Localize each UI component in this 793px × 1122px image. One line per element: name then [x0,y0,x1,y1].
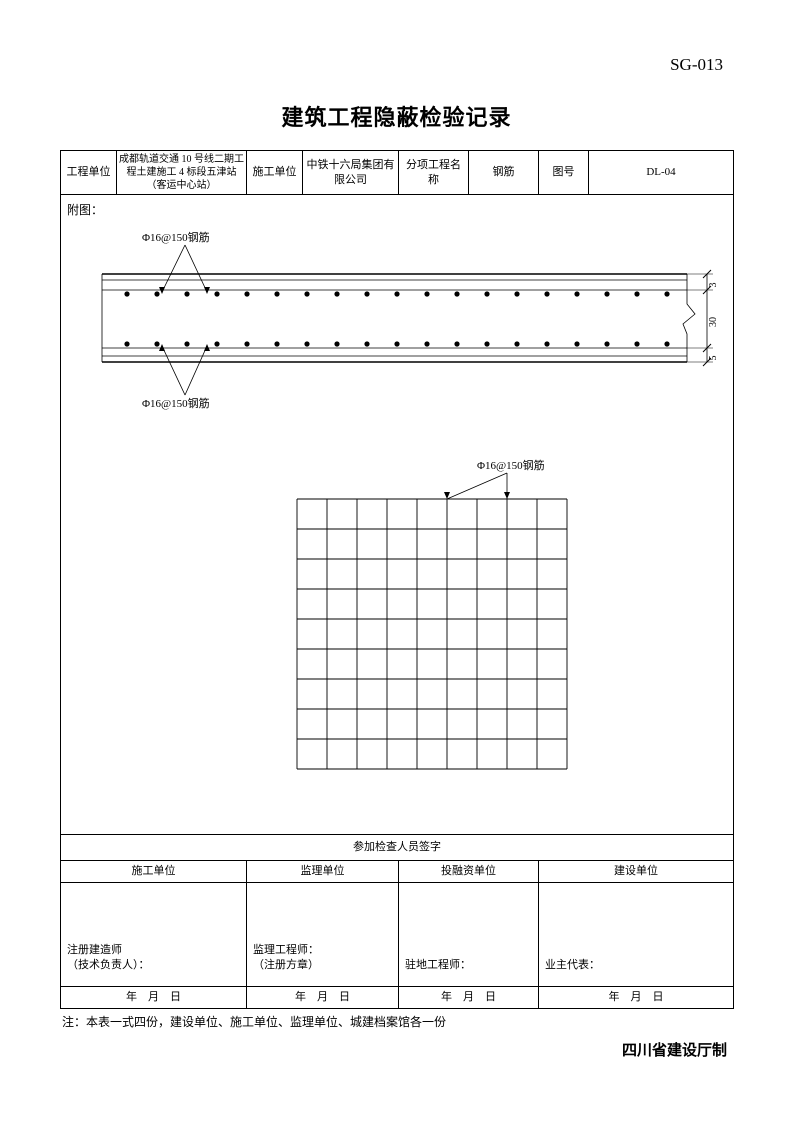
form-table: 工程单位 成都轨道交通 10 号线二期工程土建施工 4 标段五津站（客运中心站）… [60,150,734,1009]
label-subitem: 分项工程名称 [399,151,469,195]
technical-diagram: 3 30 5 Φ16@150钢筋 Φ16@150钢筋 Φ16@150钢筋 [67,219,727,829]
sig-date-1: 年 月 日 [247,987,399,1009]
svg-text:30: 30 [708,317,719,327]
issuer: 四川省建设厅制 [622,1039,727,1060]
value-subitem: 钢筋 [469,151,539,195]
value-drawing-no: DL-04 [589,151,734,195]
sig-role-1: 监理工程师： （注册方章） [247,883,399,987]
sig-col-construction: 施工单位 [61,861,247,883]
sig-col-supervision: 监理单位 [247,861,399,883]
svg-text:Φ16@150钢筋: Φ16@150钢筋 [142,396,210,410]
label-construction-unit: 施工单位 [247,151,303,195]
signature-header-row: 施工单位 监理单位 投融资单位 建设单位 [61,861,734,883]
label-drawing-no: 图号 [539,151,589,195]
drawing-area: 附图： 3 30 5 Φ16@150钢筋 Φ16@150钢筋 Φ16@150钢筋 [61,195,734,835]
value-project-unit: 成都轨道交通 10 号线二期工程土建施工 4 标段五津站（客运中心站） [117,151,247,195]
sig-role-3: 业主代表： [539,883,734,987]
label-project-unit: 工程单位 [61,151,117,195]
signature-section-title: 参加检查人员签字 [61,835,734,861]
sig-date-3: 年 月 日 [539,987,734,1009]
page-title: 建筑工程隐蔽检验记录 [60,100,733,132]
document-code: SG-013 [670,55,723,75]
sig-role-0: 注册建造师 （技术负责人）： [61,883,247,987]
svg-text:5: 5 [708,355,719,360]
svg-text:Φ16@150钢筋: Φ16@150钢筋 [142,230,210,244]
svg-text:Φ16@150钢筋: Φ16@150钢筋 [477,458,545,472]
footnote: 注：本表一式四份，建设单位、施工单位、监理单位、城建档案馆各一份 [60,1013,733,1030]
sig-col-investment: 投融资单位 [399,861,539,883]
signature-date-row: 年 月 日 年 月 日 年 月 日 年 月 日 [61,987,734,1009]
value-construction-unit: 中铁十六局集团有限公司 [303,151,399,195]
sig-date-0: 年 月 日 [61,987,247,1009]
header-row: 工程单位 成都轨道交通 10 号线二期工程土建施工 4 标段五津站（客运中心站）… [61,151,734,195]
signature-body-row: 注册建造师 （技术负责人）： 监理工程师： （注册方章） 驻地工程师： 业主代表… [61,883,734,987]
attachment-label: 附图： [67,203,103,217]
sig-col-owner: 建设单位 [539,861,734,883]
sig-date-2: 年 月 日 [399,987,539,1009]
svg-text:3: 3 [708,282,719,287]
page: SG-013 建筑工程隐蔽检验记录 工程单位 成都轨道交通 10 号线二期工程土… [60,55,733,1030]
sig-role-2: 驻地工程师： [399,883,539,987]
